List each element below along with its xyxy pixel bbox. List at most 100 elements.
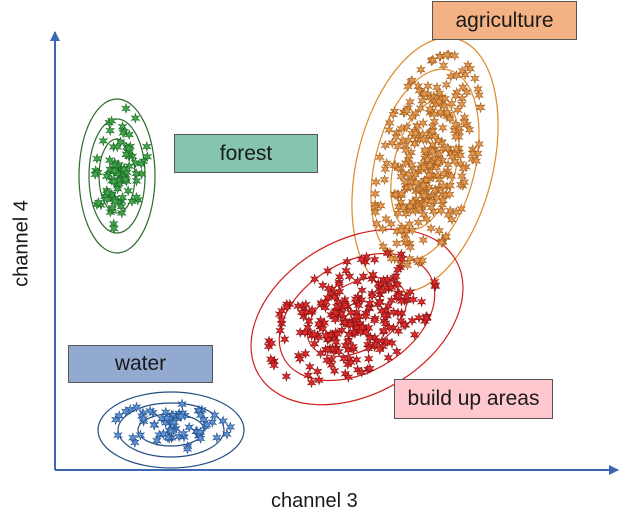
star-marker <box>363 342 374 355</box>
star-marker <box>123 185 134 197</box>
star-marker <box>391 345 402 358</box>
star-marker <box>380 139 391 151</box>
star-marker <box>383 352 394 364</box>
star-marker <box>377 223 388 235</box>
star-marker <box>295 353 305 365</box>
star-marker <box>445 113 455 125</box>
star-marker <box>455 149 466 161</box>
star-marker <box>378 240 388 253</box>
star-marker <box>120 174 131 186</box>
star-marker <box>342 256 352 268</box>
star-marker <box>405 241 416 253</box>
star-marker <box>438 59 449 71</box>
star-marker <box>432 81 442 93</box>
star-marker <box>440 93 450 105</box>
star-marker <box>417 95 428 107</box>
star-marker <box>404 150 414 162</box>
star-marker <box>393 290 404 302</box>
star-marker <box>438 194 448 206</box>
star-marker <box>370 206 381 218</box>
star-marker <box>474 89 484 101</box>
star-marker <box>436 205 447 217</box>
star-marker <box>459 116 469 128</box>
star-marker <box>462 86 472 98</box>
star-marker <box>465 63 476 75</box>
star-marker <box>142 151 153 163</box>
star-marker <box>131 175 142 187</box>
star-marker <box>348 341 358 353</box>
star-marker <box>447 214 457 226</box>
star-marker <box>442 142 453 154</box>
star-marker <box>470 72 480 84</box>
star-marker <box>396 315 406 327</box>
star-marker <box>430 131 440 143</box>
star-marker <box>471 155 482 167</box>
build-up-areas-points <box>263 247 441 389</box>
star-marker <box>92 153 102 165</box>
star-marker <box>184 421 195 433</box>
star-marker <box>130 157 141 169</box>
star-marker <box>426 201 437 213</box>
star-marker <box>446 170 457 182</box>
star-marker <box>458 81 468 93</box>
star-marker <box>351 354 362 366</box>
star-marker <box>381 213 391 225</box>
star-marker <box>138 413 149 425</box>
star-marker <box>388 109 398 121</box>
star-marker <box>382 336 392 348</box>
star-marker <box>414 203 424 215</box>
star-marker <box>112 183 123 195</box>
star-marker <box>415 102 426 114</box>
star-marker <box>334 346 344 358</box>
star-marker <box>473 83 483 95</box>
star-marker <box>105 125 115 137</box>
star-marker <box>363 353 374 365</box>
star-marker <box>305 361 315 373</box>
star-marker <box>401 121 412 133</box>
star-marker <box>353 299 364 311</box>
agriculture-label: agriculture <box>432 1 577 40</box>
star-marker <box>276 314 287 326</box>
star-marker <box>109 175 119 187</box>
star-marker <box>334 278 344 290</box>
star-marker <box>444 188 455 200</box>
star-marker <box>391 270 401 282</box>
star-marker <box>178 428 189 440</box>
star-marker <box>396 170 406 183</box>
star-marker <box>269 359 279 371</box>
star-marker <box>376 285 387 297</box>
star-marker <box>435 106 446 118</box>
star-marker <box>419 189 430 202</box>
star-marker <box>109 223 119 235</box>
star-marker <box>407 224 418 236</box>
star-marker <box>102 187 113 199</box>
star-marker <box>450 131 461 143</box>
star-marker <box>437 122 448 134</box>
star-marker <box>425 103 435 115</box>
star-marker <box>135 429 146 441</box>
star-marker <box>309 328 320 340</box>
star-marker <box>296 306 307 319</box>
star-marker <box>443 159 453 171</box>
star-marker <box>101 170 112 182</box>
star-marker <box>345 319 356 331</box>
star-marker <box>365 362 375 375</box>
star-marker <box>360 310 371 322</box>
star-marker <box>371 176 381 188</box>
star-marker <box>450 119 461 131</box>
star-marker <box>131 401 142 413</box>
star-marker <box>434 96 444 108</box>
star-marker <box>177 398 187 410</box>
star-marker <box>405 96 415 108</box>
star-marker <box>427 145 438 157</box>
star-marker <box>411 176 422 188</box>
star-marker <box>396 224 407 236</box>
star-marker <box>352 275 363 288</box>
star-marker <box>443 209 454 221</box>
star-marker <box>370 188 381 200</box>
star-marker <box>421 213 432 225</box>
star-marker <box>195 432 206 444</box>
star-marker <box>113 429 123 441</box>
star-marker <box>451 69 462 81</box>
star-marker <box>309 338 320 350</box>
